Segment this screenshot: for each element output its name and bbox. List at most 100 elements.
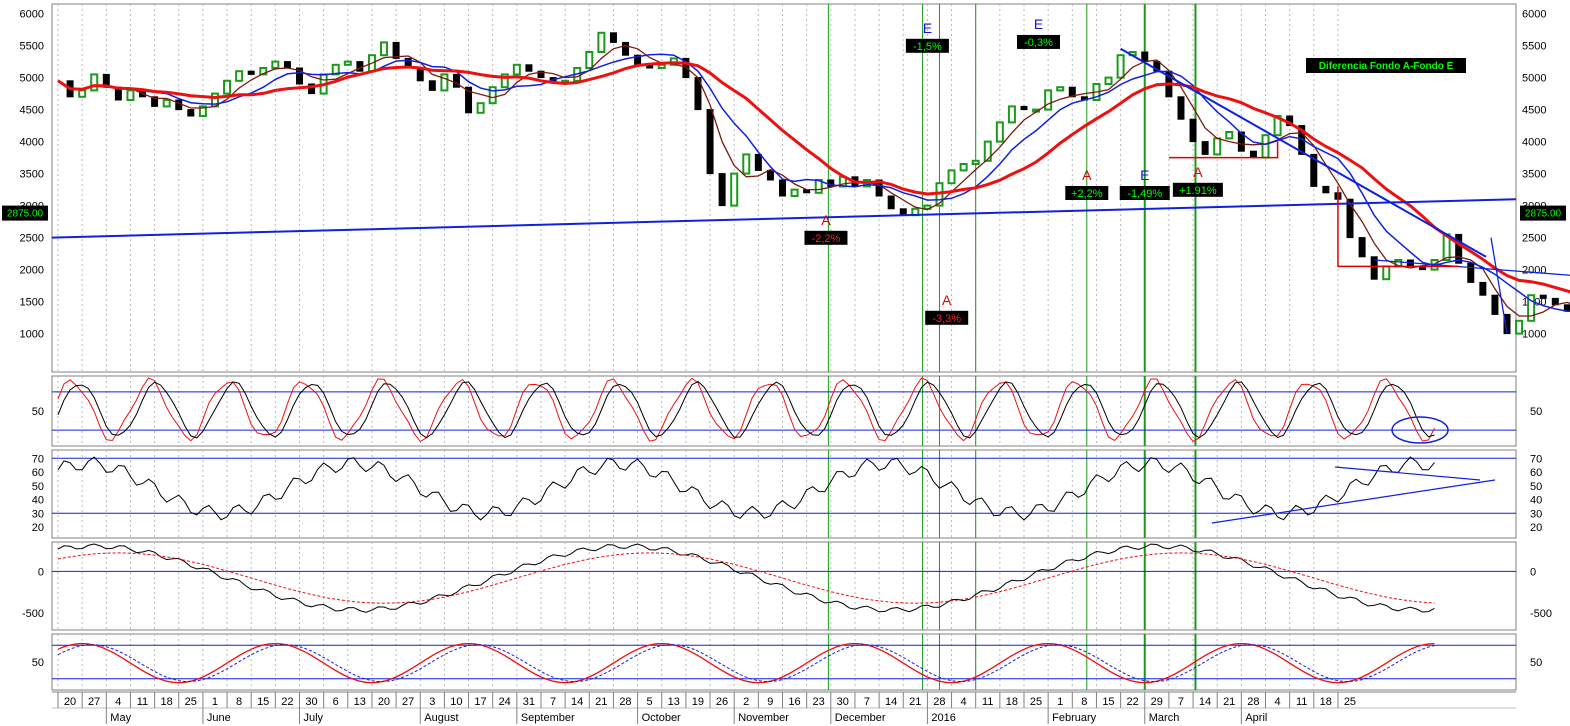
price-bar <box>1322 185 1330 194</box>
x-week-label: 7 <box>550 696 556 708</box>
price-bar <box>790 188 799 198</box>
price-bar <box>296 67 303 85</box>
x-week-label: 18 <box>160 696 172 708</box>
x-week-label: 25 <box>1030 696 1042 708</box>
y-tick-right: 40 <box>1530 495 1542 507</box>
x-week-label: 27 <box>402 696 414 708</box>
price-bar <box>1310 153 1318 187</box>
y-tick-left: 5000 <box>20 73 44 85</box>
x-week-label: 28 <box>619 696 631 708</box>
price-panel: 6000 6000 5500 5500 5000 5000 4500 4500 4000 4000… <box>2 9 1570 341</box>
price-bar <box>1007 105 1016 124</box>
price-bar <box>380 41 389 57</box>
y-tick-left: 3500 <box>20 169 44 181</box>
price-bar <box>1189 118 1197 143</box>
x-week-label: 23 <box>813 696 825 708</box>
annotation-value-bg <box>1119 186 1170 200</box>
price-bar <box>343 60 352 66</box>
price-bar <box>597 31 606 53</box>
x-week-label: 22 <box>281 696 293 708</box>
price-bar <box>537 70 545 79</box>
price-bar <box>476 102 485 114</box>
y-tick-left: 30 <box>32 508 44 520</box>
price-bar <box>1370 256 1378 280</box>
price-bar <box>440 73 449 92</box>
price-bar <box>416 67 424 82</box>
rsi-trendline <box>1211 479 1496 524</box>
rsi-trendline <box>1334 466 1481 481</box>
price-bar <box>887 195 895 210</box>
price-bar <box>1020 105 1028 111</box>
price-bar <box>1527 294 1536 322</box>
price-bar <box>1249 150 1257 159</box>
x-week-label: 22 <box>1126 696 1138 708</box>
price-bar <box>766 169 774 181</box>
price-bar <box>392 41 400 59</box>
y-tick-left: 1500 <box>20 297 44 309</box>
x-week-label: 18 <box>1006 696 1018 708</box>
y-tick-right: 0 <box>1530 566 1536 578</box>
price-bar <box>742 153 751 175</box>
price-bar <box>525 64 533 72</box>
price-bar <box>1539 294 1547 299</box>
annotation-letter: A <box>942 292 952 308</box>
red-zone-line <box>1337 186 1459 268</box>
panel-frame <box>51 375 1517 447</box>
price-bar <box>235 70 244 82</box>
y-tick-right: 1000 <box>1522 329 1546 341</box>
price-bar <box>657 63 666 70</box>
annotation-value: -3,3% <box>932 313 961 325</box>
x-week-label: 7 <box>864 696 870 708</box>
down-trendline <box>1120 47 1487 258</box>
y-tick-right: 60 <box>1530 467 1542 479</box>
price-bar <box>1104 76 1113 85</box>
annotation-letter: E <box>1140 167 1149 183</box>
red-zone-line <box>1168 141 1279 159</box>
up-trendline <box>1490 237 1508 334</box>
stochastic-k-line <box>57 377 1435 443</box>
x-month-label: July <box>304 712 324 724</box>
x-week-label: 2 <box>743 696 749 708</box>
annotation-box-label: Diferencia Fondo A-Fondo E <box>1319 61 1454 72</box>
price-bar <box>283 61 291 69</box>
x-week-label: 1 <box>212 696 218 708</box>
price-bar <box>1068 86 1076 98</box>
price-bar <box>1467 262 1475 283</box>
price-bar <box>1141 51 1149 63</box>
price-bar <box>78 89 87 98</box>
y-tick-left: 40 <box>32 495 44 507</box>
y-tick-right: 2500 <box>1522 233 1546 245</box>
annotation-value: -2,2% <box>812 233 841 245</box>
annotation-letter: A <box>821 212 831 228</box>
x-month-label: April <box>1245 712 1267 724</box>
price-bar <box>875 179 883 197</box>
y-tick-left: 1000 <box>20 329 44 341</box>
price-bar <box>259 67 268 76</box>
y-tick-left: 2000 <box>20 265 44 277</box>
x-month-label: June <box>207 712 231 724</box>
x-week-label: 14 <box>1199 696 1211 708</box>
price-bar <box>1237 131 1245 152</box>
x-week-label: 14 <box>571 696 583 708</box>
x-week-label: 3 <box>429 696 435 708</box>
price-bar <box>162 99 171 108</box>
y-tick-left: 6000 <box>20 9 44 21</box>
x-month-label: August <box>424 712 458 724</box>
price-bar <box>983 140 992 162</box>
annotation-value: -1,5% <box>913 41 942 53</box>
x-week-label: 20 <box>64 696 76 708</box>
macd-line <box>57 543 1435 613</box>
annotation-value: -1,49% <box>1127 188 1162 200</box>
price-bar <box>754 153 762 171</box>
stochastic-d-line <box>57 380 1435 439</box>
y-tick-left: 50 <box>32 657 44 669</box>
last-price-label-left-bg <box>2 205 48 221</box>
x-week-label: 11 <box>982 696 993 708</box>
price-bar <box>1358 237 1366 258</box>
x-week-label: 14 <box>885 696 897 708</box>
x-month-label: May <box>110 712 131 724</box>
support-trendline <box>1374 259 1570 276</box>
price-bar <box>488 86 497 105</box>
fast-moving-average <box>57 44 1570 317</box>
last-price-label-left: 2875.00 <box>7 209 44 220</box>
